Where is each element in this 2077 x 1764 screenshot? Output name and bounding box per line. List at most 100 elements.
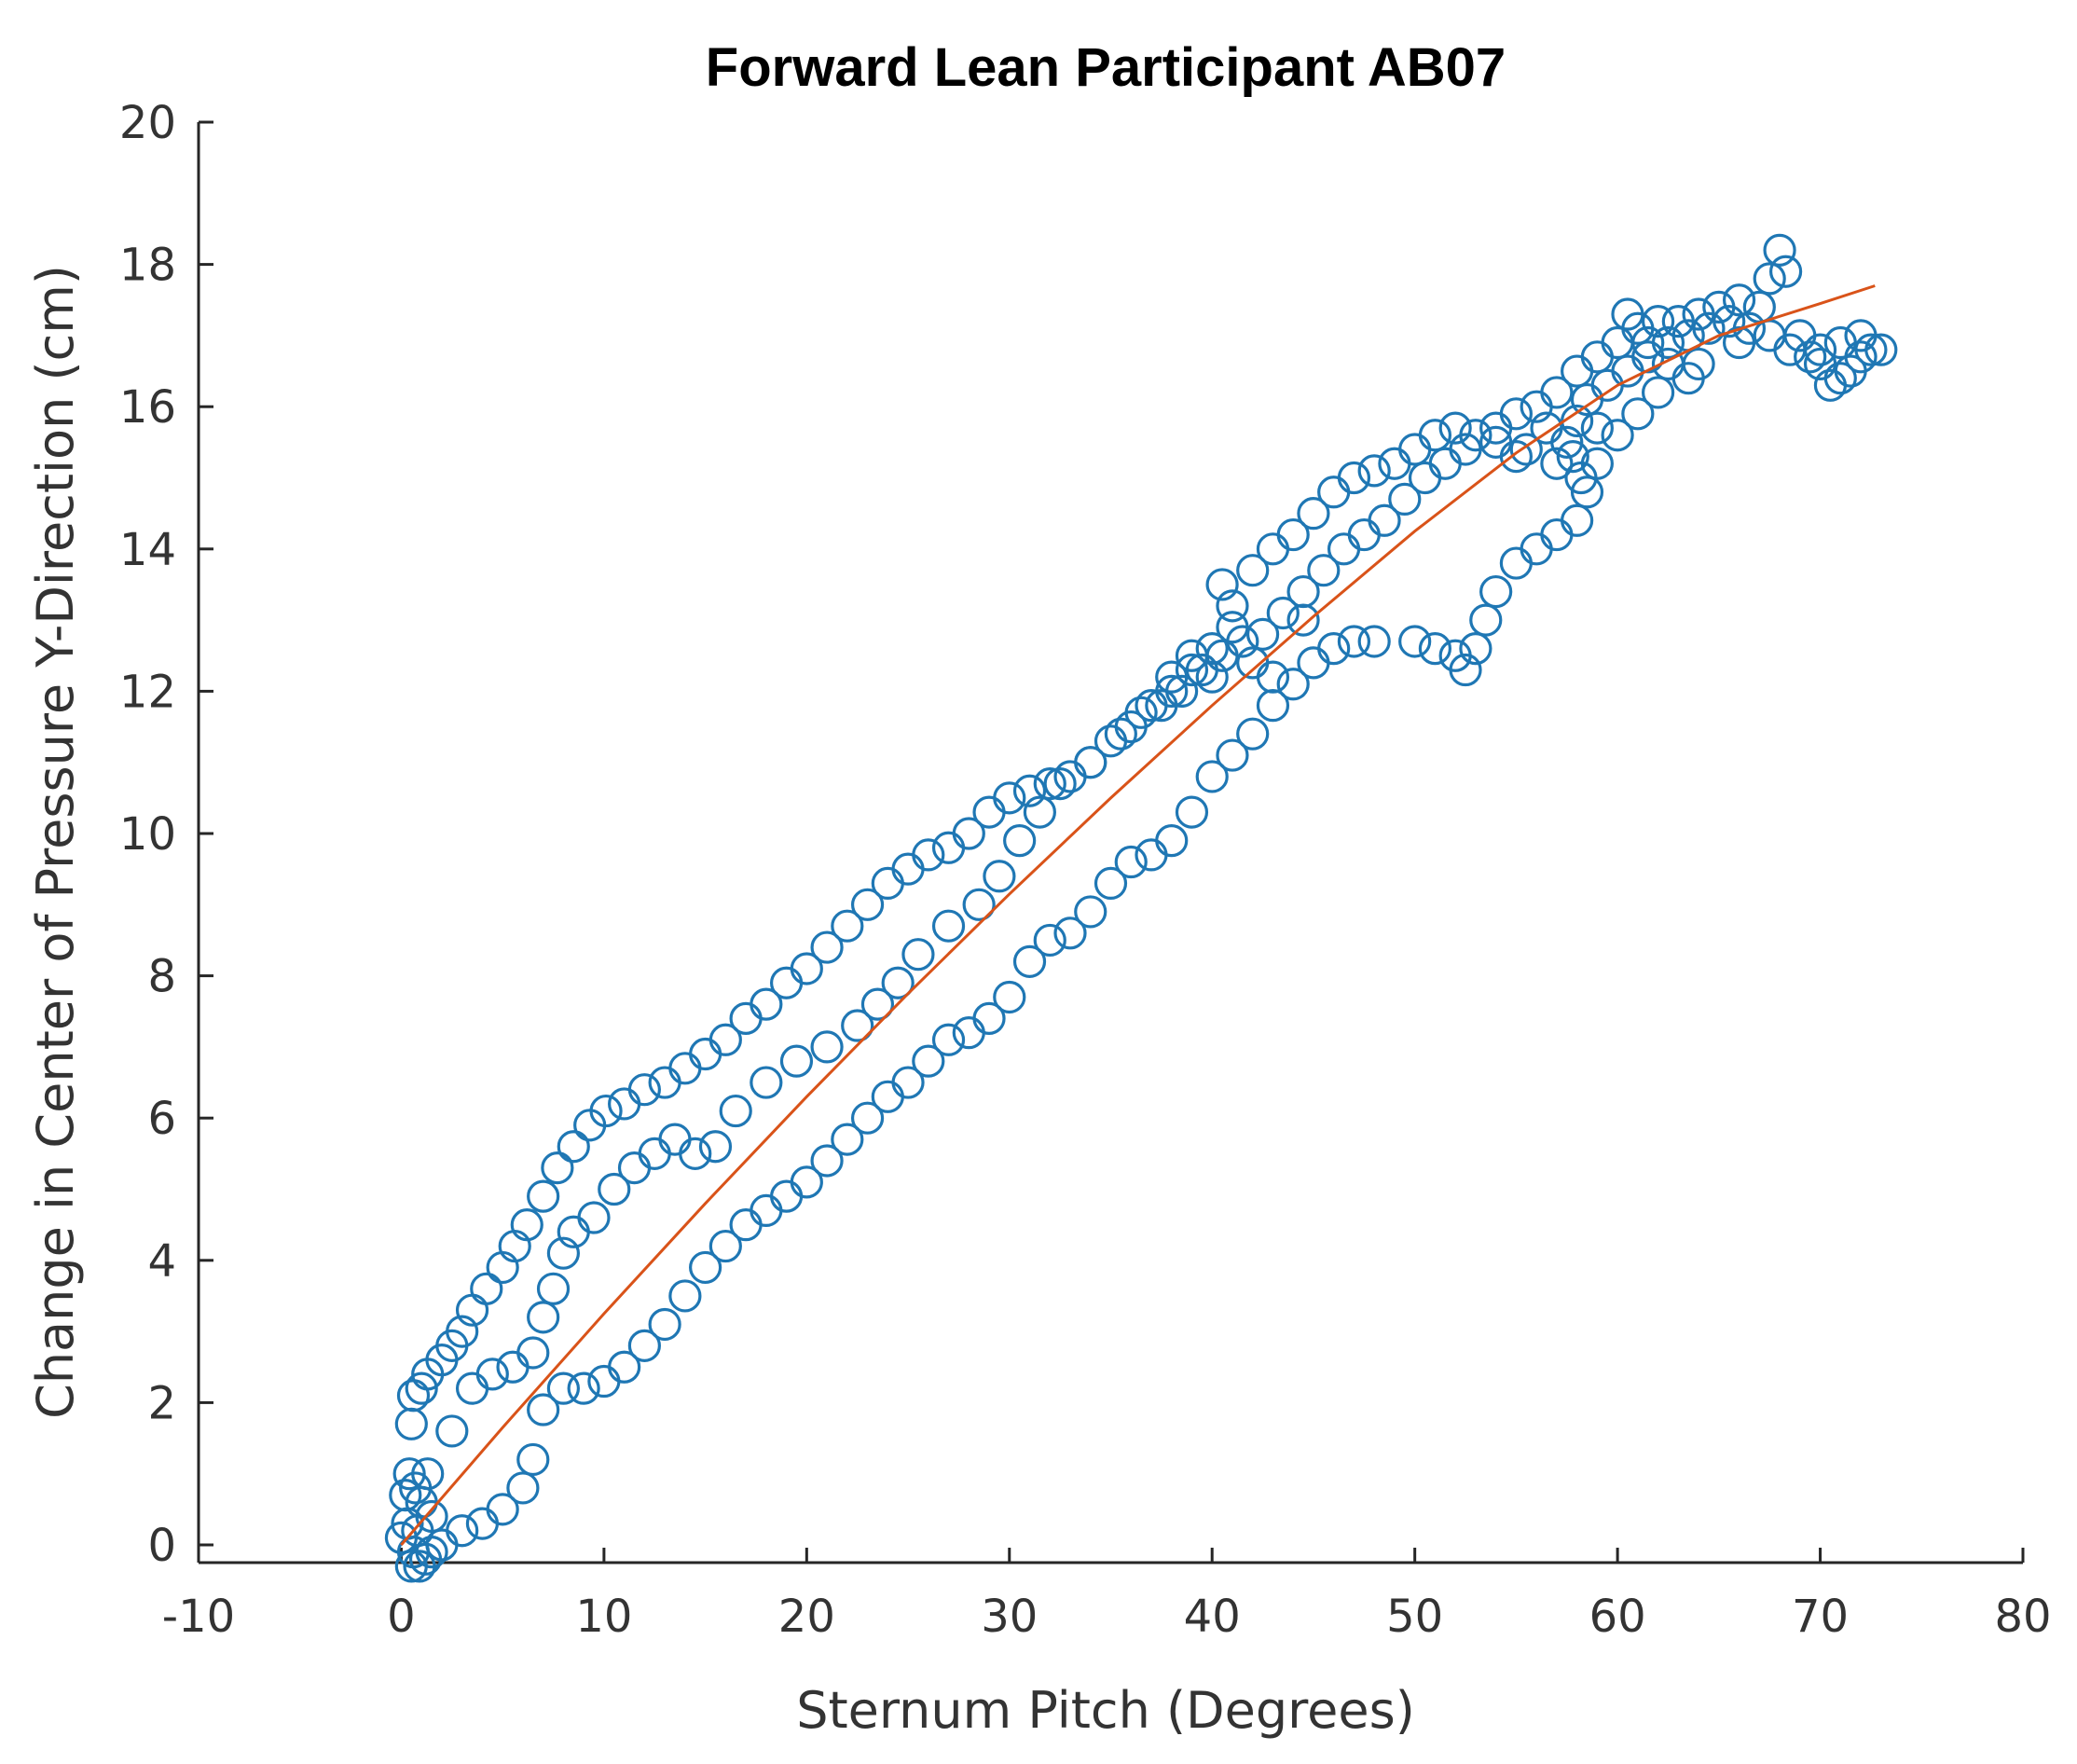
data-point	[392, 1457, 426, 1491]
data-point	[993, 781, 1026, 815]
data-point	[1053, 760, 1087, 793]
data-point	[1216, 589, 1249, 623]
y-tick-label: 16	[119, 381, 176, 434]
data-point	[1347, 517, 1381, 552]
data-point	[1388, 482, 1422, 516]
x-tick-label: 0	[387, 1591, 416, 1643]
data-point	[1561, 354, 1594, 388]
data-point	[627, 1329, 661, 1362]
data-point	[1256, 532, 1290, 566]
data-point	[698, 1130, 733, 1164]
data-point	[1398, 433, 1432, 466]
y-tick-label: 2	[147, 1377, 176, 1429]
data-point	[1794, 340, 1827, 374]
data-point	[831, 1123, 864, 1156]
data-point	[1763, 233, 1796, 267]
data-point	[1540, 376, 1574, 409]
data-point	[1216, 738, 1249, 772]
data-point	[750, 1193, 783, 1227]
data-point	[1175, 639, 1209, 672]
data-point	[1033, 923, 1066, 958]
data-point	[831, 909, 864, 943]
data-point	[1580, 411, 1614, 445]
data-point	[1479, 574, 1513, 609]
data-point	[972, 1001, 1006, 1035]
data-point	[679, 1137, 712, 1170]
data-point	[475, 1357, 509, 1391]
data-point	[972, 795, 1006, 829]
data-point	[841, 1009, 874, 1042]
x-tick-label: 40	[1184, 1591, 1241, 1643]
data-point	[1844, 340, 1878, 374]
data-point	[1175, 795, 1209, 829]
data-point	[1601, 419, 1634, 452]
data-point	[750, 987, 783, 1021]
data-point	[587, 1364, 621, 1399]
data-point	[516, 1336, 550, 1370]
data-point	[1556, 440, 1589, 474]
y-tick-label: 0	[147, 1520, 176, 1572]
y-tick-label: 8	[147, 951, 176, 1003]
data-point	[689, 1250, 722, 1285]
data-point	[405, 1371, 438, 1405]
data-point	[648, 1066, 681, 1099]
data-point	[1499, 397, 1533, 431]
data-point	[769, 966, 804, 999]
data-point	[465, 1507, 500, 1540]
data-point	[1398, 625, 1432, 658]
x-tick-label: 80	[1994, 1591, 2051, 1643]
data-point	[1175, 653, 1209, 687]
y-tick-label: 10	[119, 808, 176, 861]
data-point	[648, 1307, 681, 1342]
data-point	[1357, 625, 1391, 658]
data-point	[1499, 440, 1533, 474]
data-point	[931, 1023, 966, 1056]
data-point	[708, 1023, 742, 1056]
data-point	[912, 1044, 945, 1078]
data-point	[1074, 746, 1107, 779]
data-point	[1459, 632, 1492, 666]
fit-line	[400, 284, 1876, 1546]
data-point	[912, 838, 945, 872]
data-point	[993, 980, 1026, 1014]
y-tick-label: 12	[119, 666, 176, 718]
data-point	[516, 1442, 550, 1477]
data-point	[1651, 325, 1685, 360]
data-point	[1864, 333, 1898, 366]
data-point	[850, 1101, 885, 1135]
data-point	[1631, 325, 1665, 360]
data-point	[1570, 475, 1604, 509]
y-tick-label: 4	[147, 1235, 176, 1288]
data-point	[608, 1350, 641, 1384]
data-point	[779, 1044, 814, 1078]
data-point	[1033, 766, 1066, 801]
data-point	[1428, 447, 1462, 480]
data-point	[1520, 532, 1553, 566]
data-point	[952, 817, 985, 850]
data-point	[1732, 311, 1767, 345]
data-point	[527, 1179, 560, 1213]
data-point	[411, 1457, 445, 1491]
y-tick-label: 6	[147, 1093, 176, 1145]
data-point	[850, 888, 885, 921]
data-point	[1337, 461, 1371, 495]
data-point	[598, 1172, 631, 1206]
data-point	[1327, 532, 1361, 566]
data-point	[1773, 333, 1807, 366]
data-point	[389, 1478, 422, 1512]
data-point	[769, 1179, 804, 1213]
data-point	[901, 938, 935, 972]
data-point	[1317, 475, 1351, 509]
data-point	[446, 1514, 479, 1548]
data-point	[719, 1094, 752, 1128]
data-point	[1266, 596, 1300, 630]
data-point	[952, 1016, 985, 1050]
data-point	[496, 1350, 530, 1384]
data-point	[1530, 411, 1563, 445]
data-point	[729, 1208, 763, 1242]
x-tick-label: -10	[162, 1591, 235, 1643]
data-point	[860, 987, 895, 1021]
data-point	[891, 852, 925, 886]
data-point	[871, 1080, 904, 1113]
data-point	[1195, 660, 1229, 694]
